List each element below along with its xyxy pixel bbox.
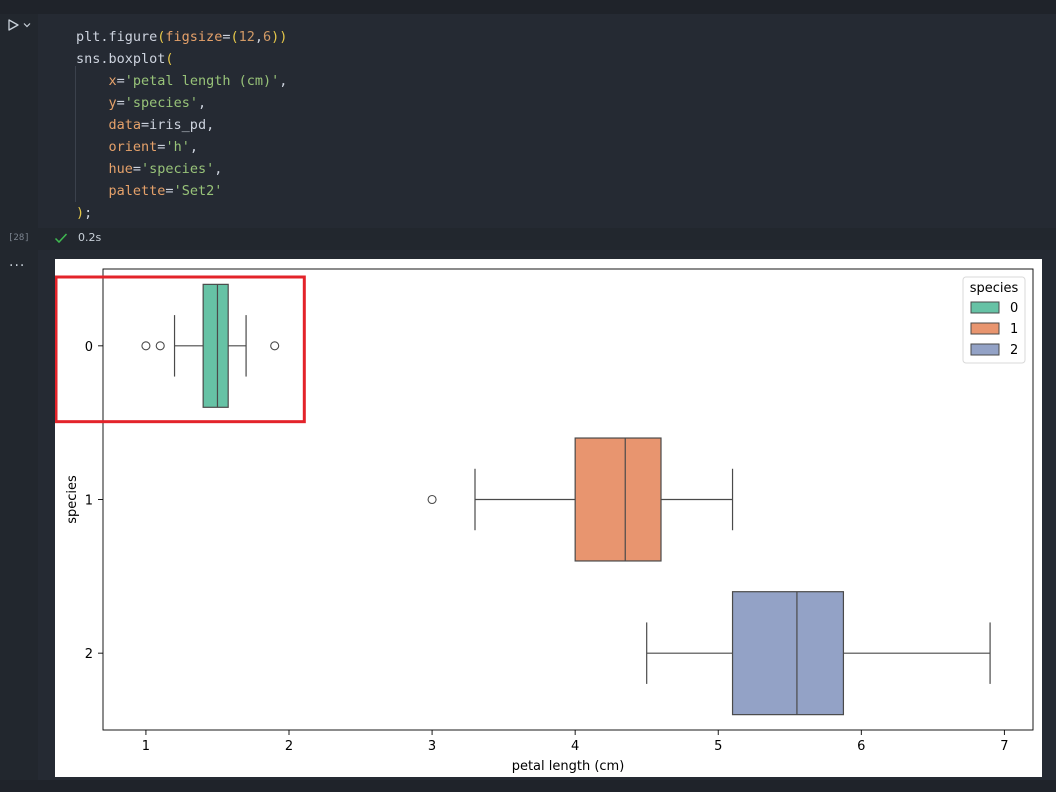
y-tick-label: 1 xyxy=(85,494,93,509)
code-line: palette='Set2' xyxy=(76,180,287,202)
code-token: orient xyxy=(108,139,158,155)
play-icon[interactable] xyxy=(6,18,20,32)
x-axis-label: petal length (cm) xyxy=(512,759,625,774)
legend-entry-label: 2 xyxy=(1010,343,1018,358)
chevron-down-icon[interactable] xyxy=(22,20,32,30)
execution-count: [28] xyxy=(8,233,30,243)
box-species-1 xyxy=(574,437,662,562)
code-token: 'petal length (cm)' xyxy=(124,73,280,89)
code-token: = xyxy=(116,73,125,89)
code-token: y xyxy=(108,95,117,111)
code-token: hue xyxy=(108,161,133,177)
code-token xyxy=(76,117,109,133)
code-token xyxy=(76,139,109,155)
code-line: sns.boxplot( xyxy=(76,48,287,70)
code-token: 'species' xyxy=(124,95,198,111)
box-species-0 xyxy=(202,283,229,408)
y-tick-label: 2 xyxy=(85,647,93,662)
code-token: ( xyxy=(165,51,174,67)
code-token: = xyxy=(116,95,125,111)
highlight-box xyxy=(55,275,306,424)
x-tick-label: 2 xyxy=(285,739,293,754)
outlier-point xyxy=(141,341,151,351)
code-line: orient='h', xyxy=(76,136,287,158)
x-tick-label: 7 xyxy=(1000,739,1008,754)
code-token: 'h' xyxy=(165,139,190,155)
code-token: , xyxy=(197,95,207,111)
code-token xyxy=(76,73,109,89)
x-tick-label: 1 xyxy=(142,739,150,754)
code-token: palette xyxy=(108,183,166,199)
legend-swatch xyxy=(970,343,1000,356)
code-token: 'Set2' xyxy=(173,183,223,199)
code-token: , xyxy=(279,73,288,89)
code-token: plt.figure xyxy=(76,29,158,45)
code-token xyxy=(76,183,109,199)
plot-output: 1 2 3 4 5 6 7 0 1 2 petal length (cm) species specie… xyxy=(55,259,1042,777)
code-token: = xyxy=(141,117,150,133)
code-token: ; xyxy=(84,205,93,221)
cell-status: 0.2s xyxy=(54,231,101,244)
code-token: ( xyxy=(157,29,166,45)
code-token: 12 xyxy=(238,29,255,45)
legend-swatch xyxy=(970,322,1000,335)
code-token: , xyxy=(254,29,264,45)
code-token: sns.boxplot xyxy=(76,51,166,67)
code-token: = xyxy=(132,161,142,177)
bottom-bar xyxy=(0,780,1056,792)
code-token: )) xyxy=(271,29,288,45)
code-token: , xyxy=(189,139,198,155)
code-line: x='petal length (cm)', xyxy=(76,70,288,92)
code-token: 'species' xyxy=(141,161,215,177)
run-cell-button[interactable] xyxy=(6,16,36,34)
code-line: y='species', xyxy=(76,92,287,114)
legend-swatch xyxy=(970,301,1000,314)
code-token: ) xyxy=(76,205,85,221)
outlier-point xyxy=(427,494,437,505)
legend-entry-label: 1 xyxy=(1010,322,1018,337)
code-token: figsize xyxy=(165,29,223,45)
top-bar xyxy=(0,0,1056,14)
legend-title: species xyxy=(970,281,1019,296)
code-cell[interactable] xyxy=(38,14,1056,228)
code-editor[interactable]: plt.figure(figsize=(12,6)) sns.boxplot( x… xyxy=(76,26,287,224)
outlier-point xyxy=(270,341,280,351)
y-tick-label: 0 xyxy=(85,340,93,355)
cell-gutter xyxy=(0,14,38,792)
box-species-2 xyxy=(731,591,845,716)
code-token: iris_pd xyxy=(149,117,207,133)
code-token xyxy=(76,95,109,111)
code-token: = xyxy=(157,139,166,155)
code-token: , xyxy=(214,161,223,177)
code-line: data=iris_pd, xyxy=(76,114,287,136)
legend-entry-label: 0 xyxy=(1010,301,1018,316)
check-icon xyxy=(54,232,68,243)
x-tick-label: 4 xyxy=(571,739,579,754)
code-token xyxy=(76,161,109,177)
code-token: = xyxy=(222,29,231,45)
code-token: x xyxy=(108,73,117,89)
y-axis-label: species xyxy=(65,475,80,524)
execution-time: 0.2s xyxy=(78,231,102,244)
code-line: plt.figure(figsize=(12,6)) xyxy=(76,26,287,48)
code-token: = xyxy=(165,183,174,199)
code-token: 6 xyxy=(263,29,272,45)
x-tick-label: 6 xyxy=(857,739,865,754)
indent-guide xyxy=(75,66,76,202)
code-token: data xyxy=(108,117,142,133)
legend-box xyxy=(962,276,1026,364)
x-tick-label: 3 xyxy=(428,739,436,754)
code-line: ); xyxy=(76,202,287,224)
x-tick-label: 5 xyxy=(714,739,722,754)
code-line: hue='species', xyxy=(76,158,287,180)
output-more-button[interactable]: ··· xyxy=(9,258,26,274)
code-token: , xyxy=(206,117,215,133)
outlier-point xyxy=(155,341,165,351)
boxplot-chart: 1 2 3 4 5 6 7 0 1 2 petal length (cm) species specie… xyxy=(55,268,1034,774)
code-token: ( xyxy=(230,29,239,45)
